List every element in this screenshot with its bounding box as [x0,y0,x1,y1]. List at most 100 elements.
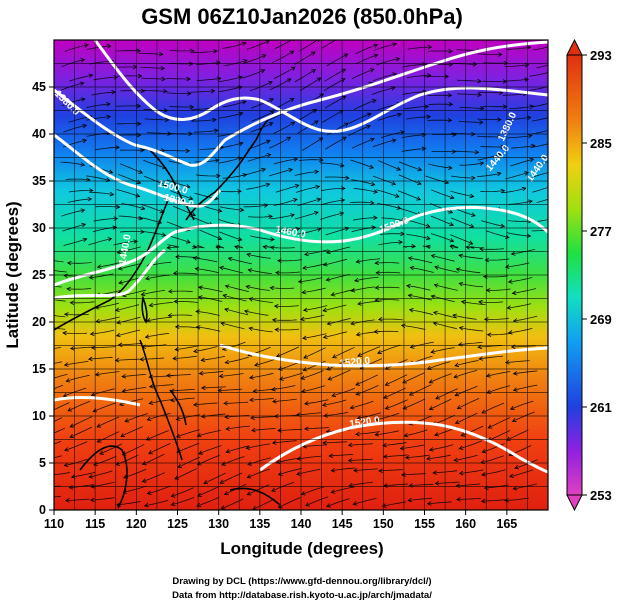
streamline [400,444,425,449]
streamline-arrow [409,265,415,271]
streamline-arrow [468,240,474,245]
streamline-arrow [478,299,483,305]
streamline [251,111,274,122]
streamline-arrow [220,505,226,510]
streamline [377,344,401,354]
streamline [319,162,344,167]
streamline [532,187,548,193]
streamline [119,230,144,233]
streamline [197,429,221,437]
streamline-arrow [369,68,375,73]
map-plot: 1380.01440.01440.01500.01320.01380.01440… [54,40,555,510]
streamline [512,411,535,422]
streamline [90,497,115,501]
streamline-arrow [193,348,198,354]
streamline-arrow [159,51,164,57]
streamline-arrow [277,504,283,509]
streamline-arrow [289,98,295,103]
streamline-arrow [192,402,198,407]
streamline [454,150,479,153]
streamline [509,105,534,110]
streamline [122,374,147,377]
streamline-arrow [428,379,434,384]
streamline-arrow [353,468,358,473]
streamline [451,217,474,228]
streamline-arrow [373,53,379,58]
streamline [328,369,351,380]
streamline [54,315,66,318]
streamline-arrow [469,223,475,228]
streamline [485,258,510,261]
streamline-arrow [477,92,482,98]
streamline-arrow [82,138,88,144]
streamline [63,238,87,246]
streamline-arrow [113,75,119,80]
streamline-arrow [453,374,459,379]
streamline-arrow [481,449,487,454]
streamline-arrow [479,246,484,252]
streamline-arrow [216,60,221,66]
streamline-arrow [222,293,228,299]
streamline [62,223,86,232]
streamline-arrow [411,243,417,249]
streamline-arrow [305,502,310,507]
streamline [321,40,337,49]
streamline [67,288,92,290]
streamline [424,76,449,78]
y-tick-label: 15 [32,362,46,376]
streamline-arrow [550,141,554,145]
streamline-arrow [357,301,362,306]
streamline [322,110,344,123]
streamline-arrow [310,51,316,56]
streamline [332,346,355,358]
streamline-arrow [330,467,336,473]
streamline-arrow [135,193,141,198]
streamline-arrow [339,211,345,216]
streamline [168,290,193,292]
streamline-arrow [133,64,138,70]
streamline-arrow [343,53,349,58]
streamline-arrow [497,134,503,140]
streamline-arrow [116,249,122,255]
streamline [480,190,505,193]
streamline-arrow [121,373,127,379]
streamline [510,158,534,167]
streamline [507,135,532,139]
coastline-newguinea [229,487,281,506]
colorbar: 253 261 269 277 285 293 [566,38,612,512]
streamline [378,241,403,246]
streamline [222,101,247,108]
streamline-arrow [402,405,408,410]
streamline [294,211,319,220]
streamline [380,233,405,235]
streamline-arrow [271,487,276,492]
streamline-arrow [375,417,381,422]
streamline [422,245,431,248]
streamline-arrow [339,162,345,168]
streamline-arrow [425,223,431,228]
streamline [170,389,195,392]
streamline-arrow [200,385,206,391]
streamline [198,445,222,455]
streamline [115,358,140,361]
streamline [170,190,193,200]
streamline [140,203,164,213]
streamline [507,303,531,309]
streamline-arrow [511,290,517,296]
streamline-arrow [332,354,337,359]
streamline-arrow [241,41,247,46]
streamline-arrow [63,362,69,367]
streamline-arrow [192,256,198,261]
streamline [278,497,301,508]
streamline [243,54,266,64]
streamline [295,186,320,193]
streamline-arrow [190,48,195,54]
streamline-arrow [269,245,275,250]
streamline-arrow [551,184,555,188]
streamline-arrow [378,468,383,473]
streamline-arrow [203,479,209,485]
streamline [353,468,378,471]
streamline [226,445,250,453]
streamline [218,388,243,391]
streamline [528,86,548,91]
